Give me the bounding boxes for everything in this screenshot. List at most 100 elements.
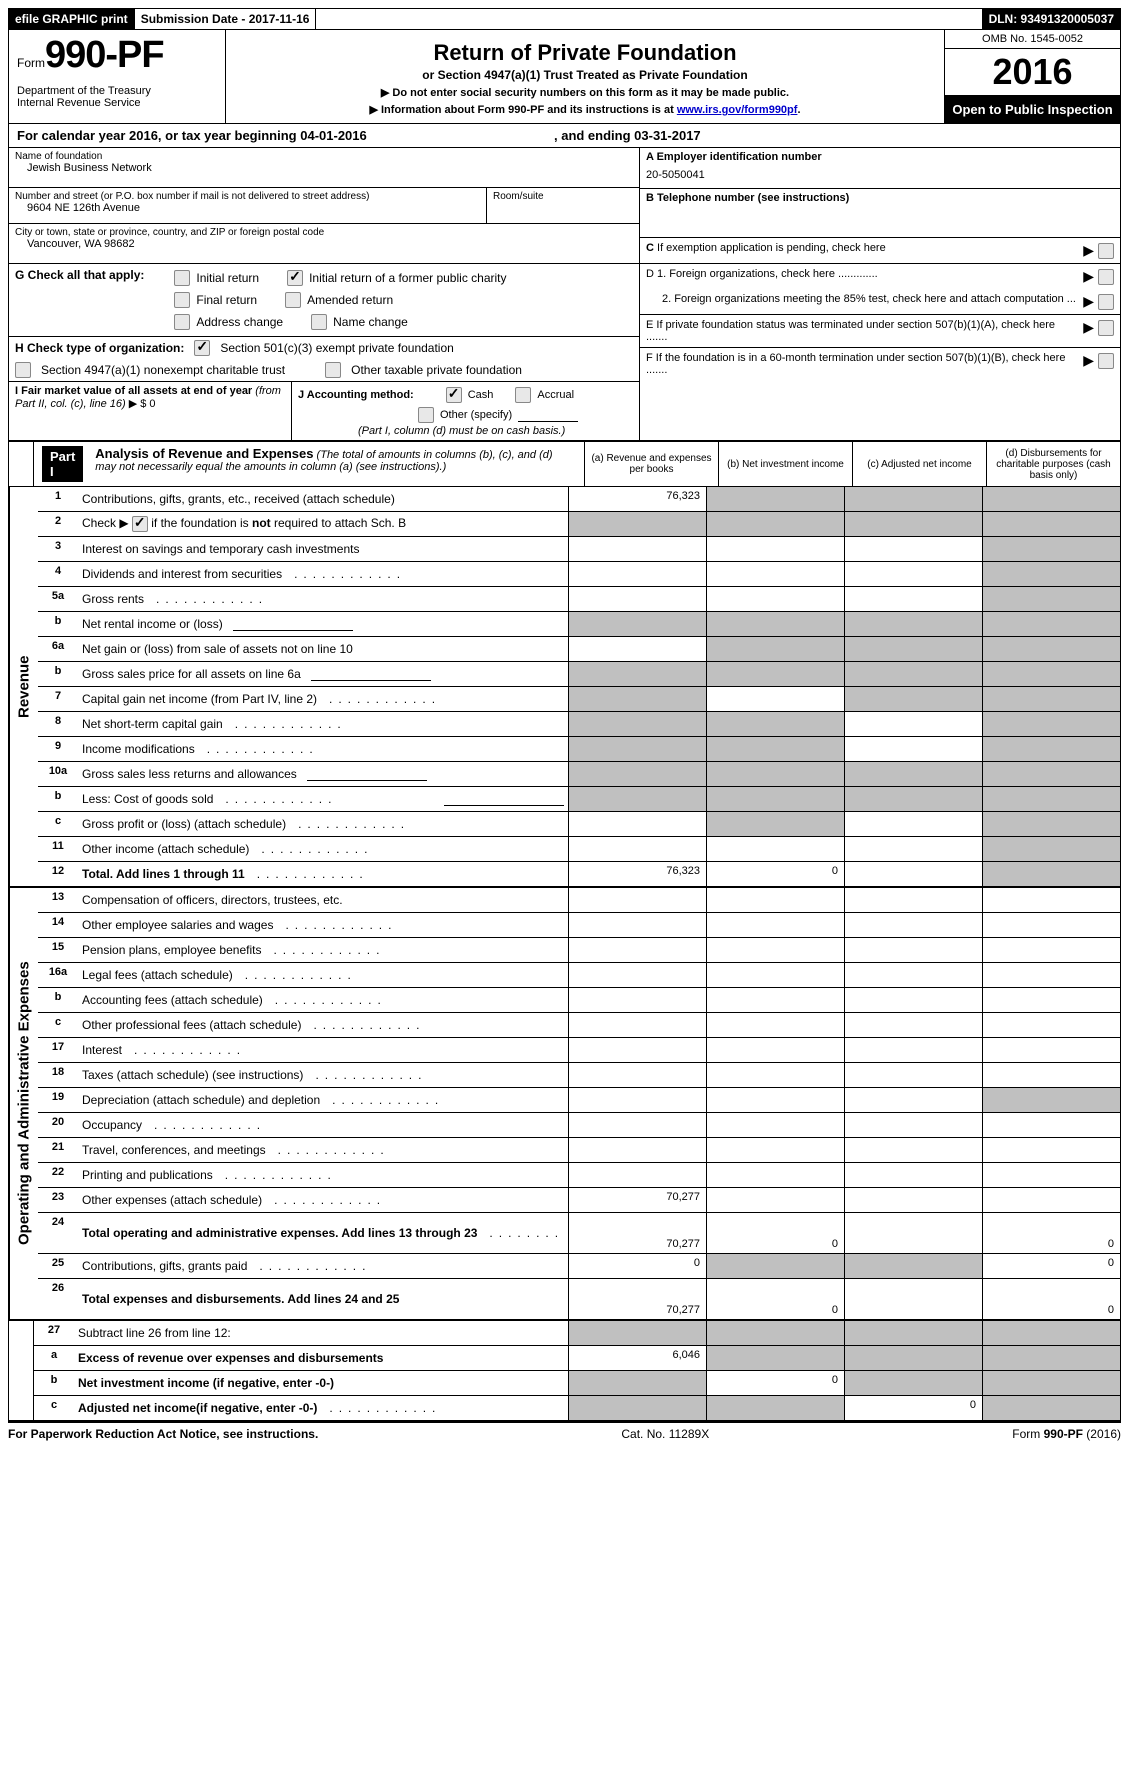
cell-a <box>568 762 706 786</box>
row-number: 12 <box>38 862 78 886</box>
cash-checkbox[interactable] <box>446 387 462 403</box>
cell-a <box>568 687 706 711</box>
cell-d <box>982 787 1120 811</box>
row-number: c <box>38 1013 78 1037</box>
cell-a <box>568 1138 706 1162</box>
table-row: 23Other expenses (attach schedule)......… <box>38 1188 1120 1213</box>
name-change-checkbox[interactable] <box>311 314 327 330</box>
row-number: 15 <box>38 938 78 962</box>
cell-b <box>706 1163 844 1187</box>
cell-d <box>982 712 1120 736</box>
initial-return-checkbox[interactable] <box>174 270 190 286</box>
cell-a <box>568 1321 706 1345</box>
cell-b <box>706 837 844 861</box>
row-label: Net rental income or (loss) <box>78 612 568 636</box>
row-number: 6a <box>38 637 78 661</box>
cell-c <box>844 537 982 561</box>
page-footer: For Paperwork Reduction Act Notice, see … <box>8 1421 1121 1445</box>
row-number: 20 <box>38 1113 78 1137</box>
schb-checkbox[interactable] <box>132 516 148 532</box>
cell-a <box>568 1063 706 1087</box>
final-return-label: Final return <box>196 293 257 307</box>
final-return-checkbox[interactable] <box>174 292 190 308</box>
cell-a <box>568 1088 706 1112</box>
cell-a <box>568 1396 706 1420</box>
footer-form-year: (2016) <box>1083 1427 1121 1441</box>
section-d: D 1. Foreign organizations, check here .… <box>640 264 1120 315</box>
cell-d <box>982 687 1120 711</box>
form-prefix: Form <box>17 56 45 70</box>
table-row: 16aLegal fees (attach schedule).........… <box>38 963 1120 988</box>
address-change-checkbox[interactable] <box>174 314 190 330</box>
row-label: Depreciation (attach schedule) and deple… <box>78 1088 568 1112</box>
f-text: F If the foundation is in a 60-month ter… <box>646 352 1079 376</box>
row-number: 11 <box>38 837 78 861</box>
revenue-side-label: Revenue <box>9 487 38 886</box>
cell-c <box>844 963 982 987</box>
d2-checkbox[interactable] <box>1098 294 1114 310</box>
cell-d <box>982 612 1120 636</box>
4947-checkbox[interactable] <box>15 362 31 378</box>
d1-checkbox[interactable] <box>1098 269 1114 285</box>
cell-c <box>844 762 982 786</box>
cell-c <box>844 612 982 636</box>
cell-c <box>844 1279 982 1319</box>
cell-d <box>982 537 1120 561</box>
cell-a <box>568 888 706 912</box>
row-label: Other professional fees (attach schedule… <box>78 1013 568 1037</box>
row-number: 22 <box>38 1163 78 1187</box>
cell-c <box>844 587 982 611</box>
other-method-checkbox[interactable] <box>418 407 434 423</box>
other-taxable-checkbox[interactable] <box>325 362 341 378</box>
other-specify-line <box>518 409 578 422</box>
cell-c <box>844 1213 982 1253</box>
cell-c <box>844 737 982 761</box>
row-number: b <box>38 787 78 811</box>
dln-label: DLN: 93491320005037 <box>982 9 1120 29</box>
row-label: Gross profit or (loss) (attach schedule)… <box>78 812 568 836</box>
table-row: 14Other employee salaries and wages.....… <box>38 913 1120 938</box>
cell-d <box>982 587 1120 611</box>
cash-label: Cash <box>468 389 494 401</box>
part1-title: Analysis of Revenue and Expenses <box>95 446 313 461</box>
table-row: bNet investment income (if negative, ent… <box>34 1371 1120 1396</box>
501c3-checkbox[interactable] <box>194 340 210 356</box>
row-number: 5a <box>38 587 78 611</box>
row-label: Total. Add lines 1 through 11...........… <box>78 862 568 886</box>
cell-c <box>844 1113 982 1137</box>
accrual-checkbox[interactable] <box>515 387 531 403</box>
e-checkbox[interactable] <box>1098 320 1114 336</box>
cell-d <box>982 963 1120 987</box>
instructions-link[interactable]: www.irs.gov/form990pf <box>677 104 798 116</box>
col-d-head: (d) Disbursements for charitable purpose… <box>986 442 1120 486</box>
cell-b <box>706 812 844 836</box>
cell-c <box>844 1013 982 1037</box>
cell-a <box>568 1038 706 1062</box>
cell-b <box>706 487 844 511</box>
cell-a <box>568 938 706 962</box>
f-checkbox[interactable] <box>1098 353 1114 369</box>
table-row: 26Total expenses and disbursements. Add … <box>38 1279 1120 1319</box>
cell-c <box>844 687 982 711</box>
address-cell: Number and street (or P.O. box number if… <box>9 188 639 224</box>
cell-c <box>844 637 982 661</box>
top-bar: efile GRAPHIC print Submission Date - 20… <box>8 8 1121 30</box>
cell-a <box>568 812 706 836</box>
cell-c <box>844 487 982 511</box>
c-checkbox[interactable] <box>1098 243 1114 259</box>
initial-former-checkbox[interactable] <box>287 270 303 286</box>
row-label: Pension plans, employee benefits........… <box>78 938 568 962</box>
cell-d: 0 <box>982 1254 1120 1278</box>
dept-irs: Internal Revenue Service <box>17 97 217 109</box>
omb-number: OMB No. 1545-0052 <box>945 30 1120 49</box>
phone-label: B Telephone number (see instructions) <box>646 192 1114 204</box>
cell-d <box>982 1038 1120 1062</box>
cell-c <box>844 938 982 962</box>
cell-a: 70,277 <box>568 1188 706 1212</box>
ein-label: A Employer identification number <box>646 151 1114 163</box>
row-number: 16a <box>38 963 78 987</box>
g-label: G Check all that apply: <box>15 268 144 282</box>
cell-a <box>568 512 706 536</box>
amended-return-checkbox[interactable] <box>285 292 301 308</box>
footer-left: For Paperwork Reduction Act Notice, see … <box>8 1427 318 1441</box>
